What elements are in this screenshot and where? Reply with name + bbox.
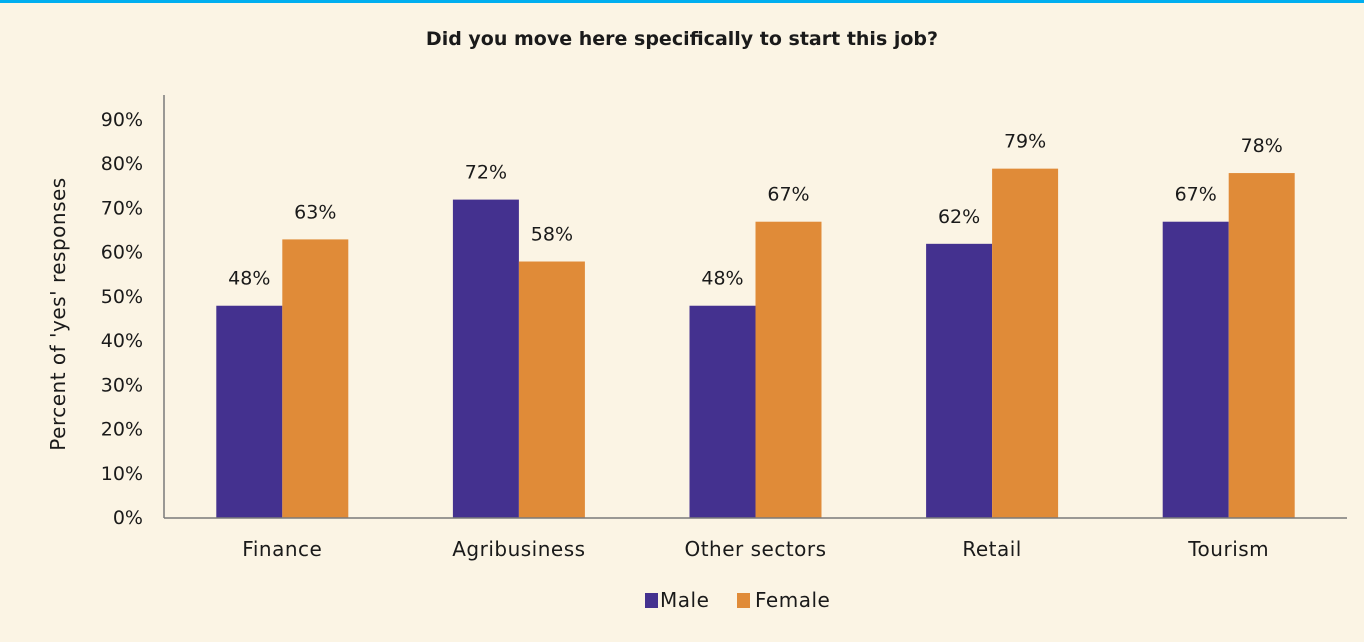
chart-title: Did you move here specifically to start … bbox=[426, 28, 938, 50]
legend-label-female: Female bbox=[755, 588, 830, 612]
x-axis-ticks: Finance Agribusiness Other sectors Retail To… bbox=[242, 537, 1269, 561]
x-tick-label-retail: Retail bbox=[962, 537, 1022, 561]
data-label-male-finance: 48% bbox=[228, 268, 270, 290]
y-axis-title: Percent of 'yes' responses bbox=[46, 177, 70, 450]
x-tick-label-other-sectors: Other sectors bbox=[684, 537, 826, 561]
data-label-female-retail: 79% bbox=[1004, 131, 1046, 153]
y-tick-label-40: 40% bbox=[101, 330, 143, 352]
bar-female-other-sectors bbox=[755, 221, 822, 518]
bar-male-tourism bbox=[1162, 221, 1229, 518]
axes-layer bbox=[163, 95, 1347, 519]
data-label-female-agribusiness: 58% bbox=[531, 224, 573, 246]
data-label-male-other-sectors: 48% bbox=[701, 268, 743, 290]
y-tick-label-0: 0% bbox=[113, 507, 143, 529]
bar-male-agribusiness bbox=[452, 199, 519, 518]
y-tick-label-90: 90% bbox=[101, 109, 143, 131]
bar-male-other-sectors bbox=[689, 305, 756, 518]
data-label-female-other-sectors: 67% bbox=[767, 184, 809, 206]
bars-layer bbox=[216, 168, 1295, 519]
y-tick-label-20: 20% bbox=[101, 419, 143, 441]
bar-female-finance bbox=[282, 239, 349, 518]
bar-male-finance bbox=[216, 305, 283, 518]
x-tick-label-agribusiness: Agribusiness bbox=[452, 537, 585, 561]
bar-female-retail bbox=[992, 168, 1059, 518]
data-label-male-tourism: 67% bbox=[1175, 184, 1217, 206]
data-labels: 48% 63% 72% 58% 48% 67% 62% 79% 67% 78% bbox=[228, 131, 1283, 290]
y-tick-label-80: 80% bbox=[101, 153, 143, 175]
legend: Male Female bbox=[645, 588, 830, 612]
data-label-female-finance: 63% bbox=[294, 201, 336, 223]
legend-swatch-female bbox=[737, 593, 750, 608]
x-tick-label-finance: Finance bbox=[242, 537, 322, 561]
data-label-female-tourism: 78% bbox=[1241, 135, 1283, 157]
bar-female-agribusiness bbox=[518, 261, 585, 518]
bar-male-retail bbox=[926, 243, 993, 519]
y-tick-label-60: 60% bbox=[101, 242, 143, 264]
legend-swatch-male bbox=[645, 593, 658, 608]
y-tick-label-30: 30% bbox=[101, 374, 143, 396]
bar-female-tourism bbox=[1228, 173, 1295, 519]
data-label-male-retail: 62% bbox=[938, 206, 980, 228]
y-tick-label-50: 50% bbox=[101, 286, 143, 308]
y-axis-ticks: 0% 10% 20% 30% 40% 50% 60% 70% 80% 90% bbox=[101, 109, 143, 529]
data-label-male-agribusiness: 72% bbox=[465, 162, 507, 184]
legend-label-male: Male bbox=[660, 588, 709, 612]
y-tick-label-10: 10% bbox=[101, 463, 143, 485]
x-tick-label-tourism: Tourism bbox=[1187, 537, 1269, 561]
y-tick-label-70: 70% bbox=[101, 197, 143, 219]
bar-chart: Did you move here specifically to start … bbox=[0, 3, 1364, 642]
chart-background bbox=[0, 3, 1364, 642]
